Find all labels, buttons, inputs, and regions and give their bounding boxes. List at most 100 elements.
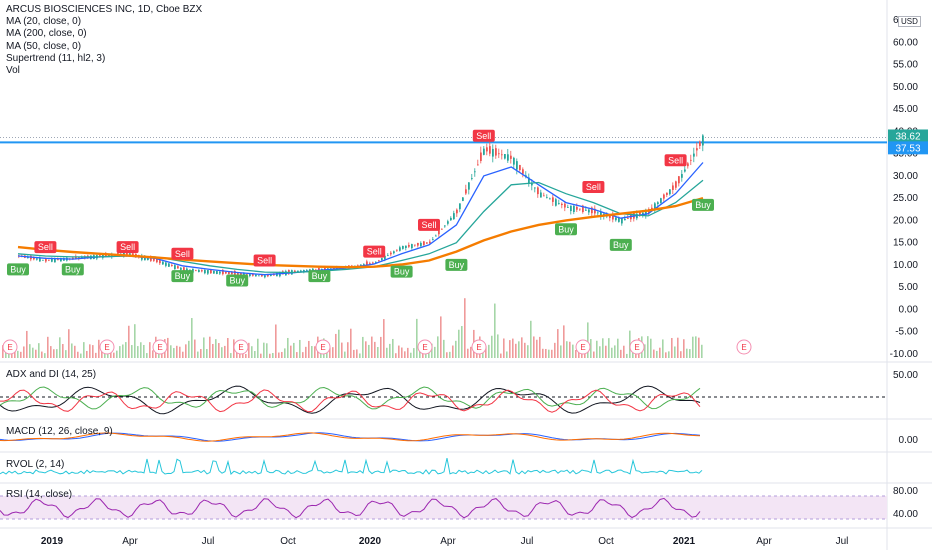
- legend-symbol[interactable]: ARCUS BIOSCIENCES INC, 1D, Cboe BZX: [6, 4, 203, 15]
- rsi-band: [0, 496, 887, 519]
- macd-pane-label[interactable]: MACD (12, 26, close, 9): [6, 426, 113, 437]
- signal-label: Sell: [175, 249, 190, 259]
- candle-body: [519, 165, 521, 171]
- volume-bar: [86, 350, 88, 358]
- signal-label: Buy: [558, 224, 574, 234]
- volume-bar: [170, 345, 172, 358]
- price-tick-label: 0.00: [899, 304, 919, 315]
- candle-body: [657, 202, 659, 204]
- candle-body: [411, 244, 413, 249]
- candle-body: [288, 269, 290, 274]
- volume-bar: [485, 346, 487, 358]
- volume-bar: [455, 340, 457, 358]
- adx-pane-label[interactable]: ADX and DI (14, 25): [6, 369, 97, 380]
- candle-body: [129, 253, 131, 256]
- volume-bar: [209, 336, 211, 358]
- signal-label: Buy: [394, 267, 410, 277]
- volume-bar: [452, 345, 454, 358]
- volume-bar: [503, 338, 505, 358]
- price-tick-label: 20.00: [893, 215, 918, 226]
- candle-body: [234, 271, 236, 276]
- volume-bar: [80, 353, 82, 358]
- candle-body: [393, 251, 395, 254]
- candle-body: [696, 148, 698, 151]
- volume-bar: [92, 345, 94, 358]
- candle-body: [486, 147, 488, 152]
- candle-body: [693, 153, 695, 157]
- volume-bar: [443, 339, 445, 358]
- time-tick-label: Apr: [122, 536, 138, 547]
- rsi-axis-label: 40.00: [893, 509, 918, 520]
- volume-bar: [542, 348, 544, 358]
- rvol-pane-label[interactable]: RVOL (2, 14): [6, 459, 65, 470]
- candle-body: [162, 261, 164, 265]
- volume-bar: [29, 344, 31, 358]
- candle-body: [33, 257, 35, 260]
- candle-body: [624, 218, 626, 221]
- volume-bar: [374, 341, 376, 358]
- legend-ma200[interactable]: MA (200, close, 0): [6, 28, 87, 40]
- macd-axis-label: 0.00: [899, 435, 919, 446]
- legend-supertrend[interactable]: Supertrend (11, hl2, 3): [6, 52, 106, 64]
- currency-badge[interactable]: USD: [898, 16, 921, 27]
- candle-body: [258, 275, 260, 277]
- time-tick-label: 2020: [359, 536, 382, 547]
- earnings-marker-label: E: [476, 343, 481, 352]
- price-tick-label: 50.00: [893, 82, 918, 93]
- candle-body: [594, 208, 596, 214]
- volume-bar: [569, 341, 571, 358]
- candle-body: [357, 265, 359, 267]
- volume-bar: [566, 341, 568, 358]
- volume-bar: [122, 344, 124, 358]
- legend-ma50[interactable]: MA (50, close, 0): [6, 40, 82, 52]
- volume-bar: [464, 298, 466, 358]
- volume-bar: [563, 325, 565, 358]
- candle-body: [450, 217, 452, 221]
- volume-bar: [47, 336, 49, 358]
- sell-signal: [418, 218, 440, 231]
- candle-body: [276, 272, 278, 277]
- sell-signal: [664, 154, 687, 167]
- candle-body: [363, 264, 365, 266]
- volume-bar: [74, 345, 76, 358]
- volume-bar: [446, 352, 448, 358]
- candle-body: [654, 203, 656, 210]
- candle-body: [150, 256, 152, 261]
- candle-body: [447, 221, 449, 224]
- buy-signal: [171, 270, 194, 283]
- volume-bar: [380, 336, 382, 358]
- time-tick-label: Jul: [836, 536, 849, 547]
- candle-body: [663, 194, 665, 199]
- candle-body: [507, 154, 509, 161]
- volume-bar: [221, 347, 223, 358]
- volume-bar: [698, 337, 700, 358]
- volume-bar: [467, 348, 469, 358]
- candle-body: [108, 255, 110, 257]
- volume-bar: [389, 343, 391, 358]
- candle-body: [324, 267, 326, 271]
- candle-body: [690, 159, 692, 161]
- volume-bar: [266, 343, 268, 358]
- volume-bar: [248, 342, 250, 358]
- rsi-pane-label[interactable]: RSI (14, close): [6, 489, 73, 500]
- candle-body: [261, 274, 263, 277]
- legend-vol[interactable]: Vol: [6, 65, 20, 77]
- candle-body: [444, 225, 446, 227]
- volume-bar: [596, 340, 598, 358]
- candle-body: [468, 182, 470, 190]
- volume-bar: [527, 345, 529, 358]
- volume-bar: [314, 346, 316, 358]
- volume-bar: [341, 342, 343, 358]
- candle-body: [501, 154, 503, 156]
- volume-bar: [308, 340, 310, 358]
- volume-bar: [173, 348, 175, 358]
- volume-bar: [62, 344, 64, 358]
- legend-ma20[interactable]: MA (20, close, 0): [6, 16, 82, 28]
- candle-body: [498, 153, 500, 155]
- volume-bar: [497, 334, 499, 358]
- volume-bar: [335, 333, 337, 358]
- volume-bar: [116, 350, 118, 358]
- candle-body: [609, 214, 611, 218]
- volume-bar: [206, 349, 208, 358]
